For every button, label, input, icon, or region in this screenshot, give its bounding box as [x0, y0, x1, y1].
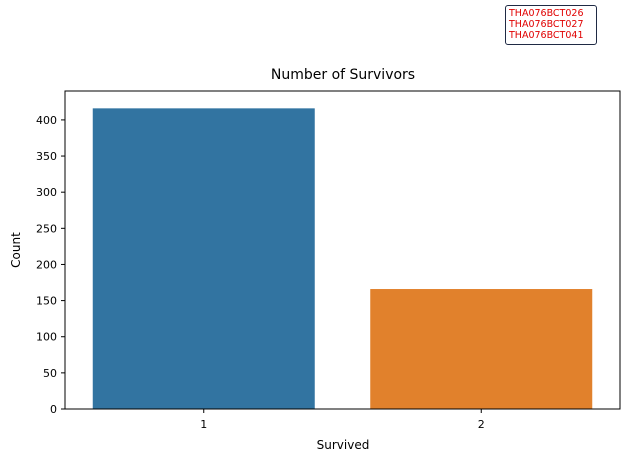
id-annotation-line-1: THA076BCT026: [509, 8, 584, 19]
y-tick-label-0: 0: [50, 403, 57, 416]
x-tick-label-1: 1: [200, 418, 207, 431]
id-annotation-line-2: THA076BCT027: [509, 19, 584, 30]
y-tick-label-400: 400: [36, 114, 57, 127]
y-tick-label-350: 350: [36, 150, 57, 163]
x-axis-label: Survived: [317, 438, 370, 452]
plot-frame: [64, 90, 621, 410]
y-tick-label-150: 150: [36, 295, 57, 308]
id-annotation-box: THA076BCT026 THA076BCT027 THA076BCT041: [505, 5, 597, 45]
x-tick-label-2: 2: [478, 418, 485, 431]
y-tick-label-100: 100: [36, 331, 57, 344]
y-axis-label: Count: [9, 232, 23, 268]
bar-2: [370, 289, 593, 409]
y-tick-label-300: 300: [36, 186, 57, 199]
id-annotation-line-3: THA076BCT041: [509, 30, 584, 41]
y-tick-label-200: 200: [36, 258, 57, 271]
y-tick-label-250: 250: [36, 222, 57, 235]
bar-1: [92, 108, 315, 409]
y-tick-label-50: 50: [43, 367, 57, 380]
chart-title: Number of Survivors: [271, 67, 415, 83]
